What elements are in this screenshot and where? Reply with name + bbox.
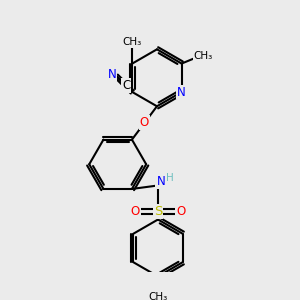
Text: O: O: [131, 205, 140, 218]
Text: O: O: [140, 116, 149, 129]
Text: CH₃: CH₃: [194, 51, 213, 61]
Text: C: C: [122, 79, 130, 92]
Text: H: H: [166, 173, 174, 183]
Text: N: N: [177, 85, 186, 98]
Text: O: O: [176, 205, 185, 218]
Text: N: N: [108, 68, 116, 81]
Text: CH₃: CH₃: [148, 292, 168, 300]
Text: N: N: [156, 175, 165, 188]
Text: CH₃: CH₃: [123, 37, 142, 47]
Text: S: S: [154, 205, 162, 218]
